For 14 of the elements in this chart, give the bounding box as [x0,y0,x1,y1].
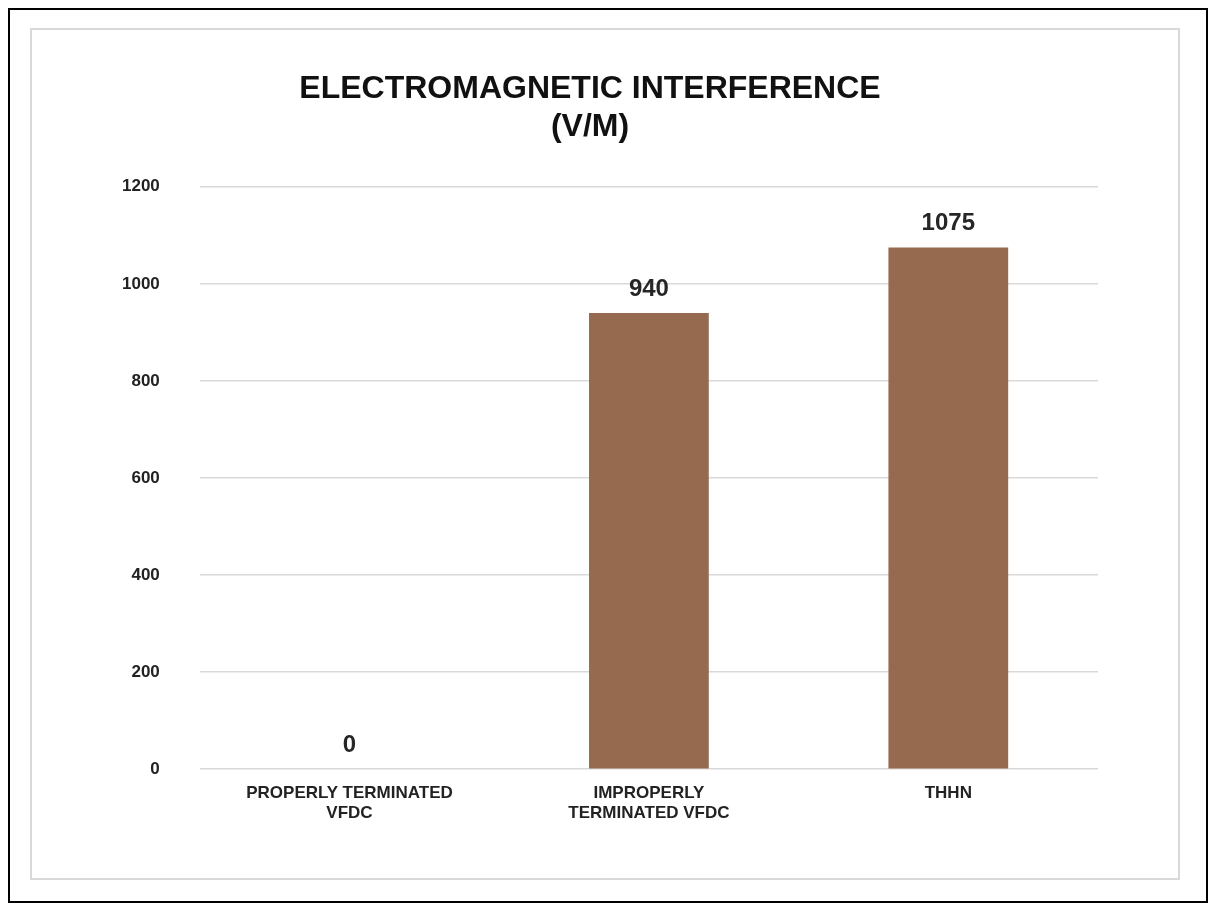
x-tick-label: THHN [924,783,972,803]
y-tick-label: 600 [131,467,160,487]
y-tick-label: 1200 [121,176,160,196]
data-label: 0 [342,729,357,757]
data-label: 1075 [921,208,975,236]
x-tick-label: PROPERLY TERMINATED VFDC [246,783,453,823]
y-tick-label: 1000 [121,273,160,293]
x-tick-label: IMPROPERLY TERMINATED VFDC [568,783,730,823]
chart-title: ELECTROMAGNETIC INTERFERENCE (V/M) [299,69,881,144]
data-label: 940 [628,273,669,301]
y-tick-label: 0 [150,758,160,778]
y-tick-label: 200 [131,661,160,681]
y-tick-label: 800 [131,370,160,390]
y-tick-label: 400 [131,564,160,584]
